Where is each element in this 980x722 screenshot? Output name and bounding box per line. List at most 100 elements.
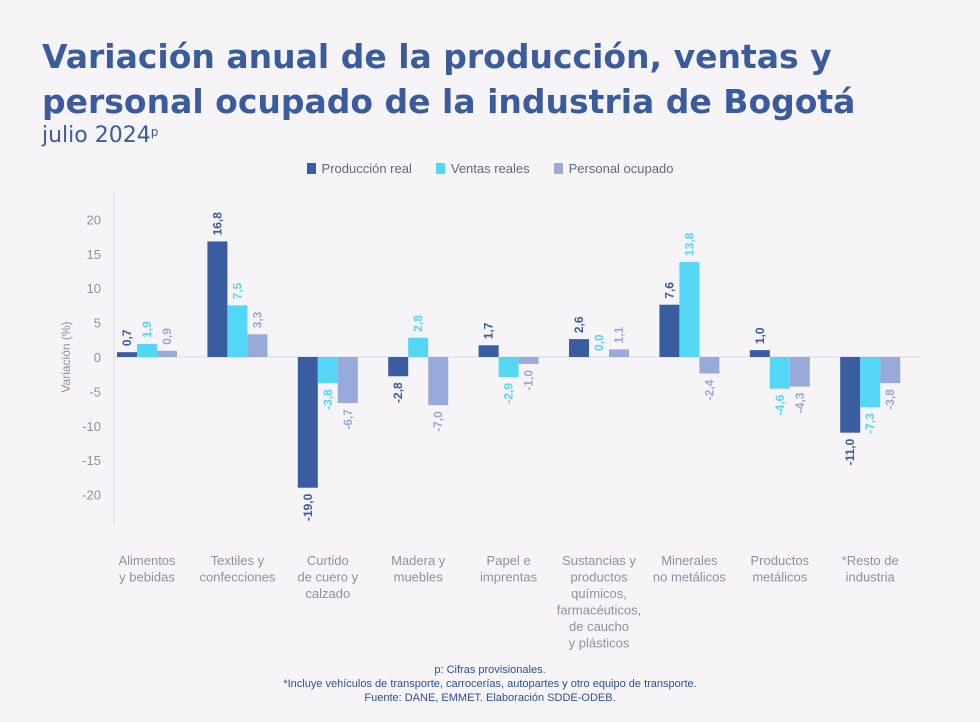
x-category-label: Madera y muebles	[391, 553, 446, 585]
legend-item-produccion: Producción real	[306, 161, 412, 176]
bar-personal	[428, 357, 449, 406]
data-label-produccion: 7,6	[662, 282, 676, 299]
y-tick-label: 15	[87, 247, 101, 262]
x-category-label-line: Papel e	[487, 553, 531, 568]
provisional-mark: p	[150, 125, 159, 139]
data-label-personal: -7,0	[431, 411, 445, 432]
chart-title-line-1: Variación anual de la producción, ventas…	[42, 37, 832, 76]
bar-produccion	[388, 357, 409, 377]
data-label-produccion: 2,6	[572, 316, 586, 333]
x-category-label-line: Productos	[751, 553, 810, 568]
data-label-ventas: -3,8	[321, 389, 335, 410]
bar-personal	[699, 357, 720, 374]
bar-personal	[789, 357, 810, 387]
x-category-label-line: de cuero y	[297, 570, 358, 585]
x-category-label-line: muebles	[394, 570, 444, 585]
legend-swatch-produccion	[306, 163, 316, 174]
data-label-ventas: -2,9	[502, 383, 516, 404]
subtitle-text: julio 2024	[42, 123, 151, 148]
data-label-produccion: -2,8	[391, 382, 405, 403]
y-axis-label: Variación (%)	[59, 321, 73, 392]
footnote-provisional: p: Cifras provisionales.	[434, 664, 546, 676]
data-label-ventas: 2,8	[411, 315, 425, 332]
bar-ventas	[498, 357, 519, 377]
data-label-produccion: 1,7	[482, 322, 496, 339]
data-label-personal: 1,1	[612, 326, 626, 343]
data-label-personal: -2,4	[702, 379, 716, 400]
x-category-label-line: Madera y	[391, 553, 446, 568]
bar-produccion	[840, 357, 861, 433]
data-label-personal: -1,0	[522, 370, 536, 391]
bar-ventas	[227, 305, 248, 357]
data-label-ventas: 13,8	[682, 232, 696, 256]
bar-produccion	[297, 357, 318, 488]
bar-ventas	[679, 262, 700, 357]
bar-produccion	[207, 241, 228, 357]
x-category-label: Alimentos y bebidas	[118, 553, 176, 585]
data-label-produccion: -19,0	[301, 493, 315, 521]
y-tick-label: -5	[89, 384, 101, 399]
bar-personal	[247, 334, 268, 357]
x-category-label-line: *Resto de	[842, 553, 899, 568]
x-category-label: Minerales no metálicos	[653, 553, 726, 585]
x-category-label: Textiles y confecciones	[199, 553, 275, 585]
legend-label-personal: Personal ocupado	[568, 161, 674, 176]
bar-produccion	[749, 350, 770, 357]
x-category-label-line: Textiles y	[211, 553, 265, 568]
x-category-label-line: químicos,	[571, 586, 627, 601]
chart-title: Variación anual de la producción, ventas…	[42, 34, 962, 124]
data-label-produccion: 1,0	[753, 327, 767, 344]
bar-produccion	[659, 304, 680, 357]
y-tick-label: -15	[82, 453, 101, 468]
footnote-resto: *Incluye vehículos de transporte, carroc…	[283, 678, 697, 690]
x-category-label-line: Sustancias y	[562, 553, 636, 568]
data-label-ventas: -4,6	[773, 394, 787, 415]
data-label-produccion: -11,0	[843, 438, 857, 465]
legend-label-produccion: Producción real	[321, 161, 412, 176]
legend-item-personal: Personal ocupado	[553, 161, 674, 176]
y-tick-label: 20	[87, 212, 101, 227]
data-label-ventas: 1,9	[140, 321, 154, 338]
data-label-ventas: -7,3	[863, 413, 877, 434]
data-label-produccion: 16,8	[210, 212, 224, 236]
y-tick-label: 5	[94, 316, 101, 331]
x-category-label: Productos metálicos	[751, 553, 810, 585]
bar-produccion	[117, 352, 137, 357]
x-category-label-line: y bebidas	[119, 570, 175, 585]
x-category-label-line: calzado	[305, 586, 350, 601]
legend-swatch-ventas	[435, 163, 445, 174]
bar-ventas	[317, 357, 338, 384]
x-category-label-line: productos	[570, 570, 628, 585]
legend-swatch-personal	[553, 163, 563, 174]
bar-ventas	[137, 343, 157, 357]
x-category-label-line: imprentas	[480, 570, 538, 585]
data-label-personal: 0,9	[160, 328, 174, 345]
bar-personal	[880, 357, 901, 384]
x-category-label-line: no metálicos	[653, 570, 726, 585]
bar-personal	[157, 350, 177, 357]
data-label-ventas: 7,5	[230, 282, 244, 299]
x-category-label-line: metálicos	[752, 570, 807, 585]
bar-produccion	[478, 345, 499, 357]
y-tick-label: 10	[87, 281, 101, 296]
footnote-source: Fuente: DANE, EMMET. Elaboración SDDE-OD…	[364, 692, 616, 704]
data-label-personal: -4,3	[793, 392, 807, 413]
data-label-personal: -6,7	[341, 409, 355, 430]
legend-label-ventas: Ventas reales	[450, 161, 530, 176]
data-label-ventas: 0,0	[592, 334, 606, 351]
y-tick-label: -20	[82, 488, 101, 503]
x-category-label-line: Curtido	[307, 553, 349, 568]
bar-ventas	[769, 357, 790, 389]
bar-chart: 20 15 10 5 0 -5 -10 -15 -20 Variación (%) 0,7 16,8 -…	[59, 190, 920, 651]
data-label-personal: -3,8	[883, 389, 897, 410]
x-category-label-line: farmacéuticos,	[557, 603, 642, 618]
data-label-produccion: 0,7	[120, 329, 134, 346]
chart-legend: Producción real Ventas reales Personal o…	[0, 161, 980, 176]
bar-produccion	[569, 339, 589, 357]
x-category-label: Papel e imprentas	[480, 553, 538, 585]
bar-personal	[609, 349, 629, 357]
bar-ventas	[408, 337, 429, 357]
x-category-label-line: confecciones	[199, 570, 275, 585]
x-category-label: *Resto de industria	[842, 553, 899, 585]
x-category-label-line: y plásticos	[569, 636, 630, 651]
